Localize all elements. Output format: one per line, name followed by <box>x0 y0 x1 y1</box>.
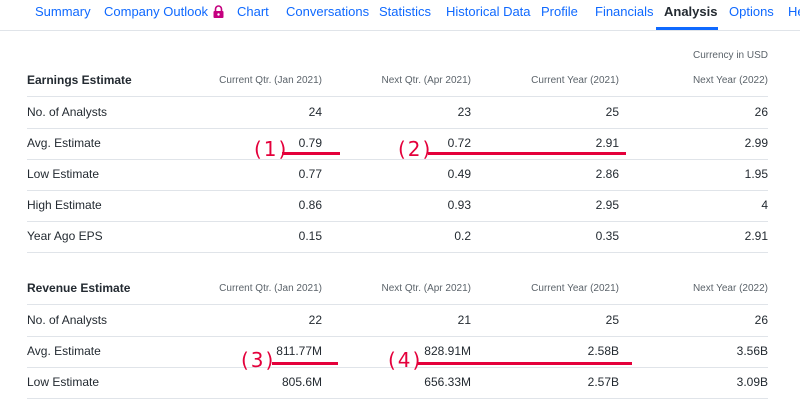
column-header: Current Year (2021) <box>531 75 619 86</box>
table-cell: 0.2 <box>454 229 471 243</box>
table-cell: 828.91M <box>424 344 471 358</box>
tab-chart[interactable]: Chart <box>237 4 269 19</box>
table-row: Year Ago EPS 0.15 0.2 0.35 2.91 <box>27 221 768 253</box>
table-cell: 3.09B <box>736 375 768 389</box>
column-header: Current Qtr. (Jan 2021) <box>219 283 322 294</box>
table-cell: 0.93 <box>447 198 471 212</box>
annotation-label-1: (1) <box>254 137 289 161</box>
annotation-underline-2 <box>428 152 626 155</box>
tab-financials[interactable]: Financials <box>595 4 654 19</box>
earnings-header-row: Earnings Estimate Current Qtr. (Jan 2021… <box>27 65 768 97</box>
revenue-header-row: Revenue Estimate Current Qtr. (Jan 2021)… <box>27 273 768 305</box>
tab-historical-data[interactable]: Historical Data <box>446 4 531 19</box>
table-cell: 656.33M <box>424 375 471 389</box>
table-cell: 21 <box>457 313 471 327</box>
row-label: No. of Analysts <box>27 105 108 119</box>
lock-icon <box>213 5 224 18</box>
table-row: Avg. Estimate 811.77M 828.91M 2.58B 3.56… <box>27 336 768 368</box>
table-row: Avg. Estimate 0.79 0.72 2.91 2.99 <box>27 128 768 160</box>
annotation-underline-4 <box>418 362 632 365</box>
tab-conversations[interactable]: Conversations <box>286 4 370 19</box>
column-header: Next Year (2022) <box>692 75 768 86</box>
column-header: Next Qtr. (Apr 2021) <box>381 283 471 294</box>
row-label: Avg. Estimate <box>27 136 101 150</box>
table-cell: 25 <box>605 313 619 327</box>
table-cell: 26 <box>754 313 768 327</box>
annotation-label-4: (4) <box>388 348 423 372</box>
currency-note: Currency in USD <box>692 50 768 61</box>
tab-options[interactable]: Options <box>729 4 774 19</box>
table-cell: 2.91 <box>595 136 619 150</box>
table-cell: 25 <box>605 105 619 119</box>
column-header: Current Year (2021) <box>531 283 619 294</box>
table-cell: 26 <box>754 105 768 119</box>
column-header: Next Qtr. (Apr 2021) <box>381 75 471 86</box>
revenue-table-title: Revenue Estimate <box>27 281 131 295</box>
table-cell: 805.6M <box>281 375 322 389</box>
row-label: High Estimate <box>27 198 102 212</box>
table-cell: 3.56B <box>736 344 768 358</box>
table-cell: 2.86 <box>595 167 619 181</box>
row-label: No. of Analysts <box>27 313 108 327</box>
tab-analysis[interactable]: Analysis <box>664 4 718 19</box>
table-cell: 2.99 <box>744 136 768 150</box>
table-cell: 2.57B <box>587 375 619 389</box>
row-label: Avg. Estimate <box>27 344 101 358</box>
annotation-underline-1 <box>282 152 340 155</box>
table-cell: 0.49 <box>447 167 471 181</box>
table-cell: 23 <box>457 105 471 119</box>
tab-company-outlook[interactable]: Company Outlook <box>104 4 224 19</box>
annotation-label-2: (2) <box>398 137 433 161</box>
table-cell: 2.58B <box>587 344 619 358</box>
active-tab-indicator <box>656 27 718 30</box>
table-cell: 4 <box>761 198 768 212</box>
row-label: Low Estimate <box>27 167 100 181</box>
annotation-underline-3 <box>272 362 338 365</box>
tab-company-outlook-label: Company Outlook <box>104 4 209 19</box>
table-cell: 811.77M <box>276 344 322 358</box>
table-cell: 1.95 <box>744 167 768 181</box>
table-cell: 2.91 <box>744 229 768 243</box>
tab-profile[interactable]: Profile <box>541 4 578 19</box>
table-cell: 24 <box>308 105 322 119</box>
tab-summary[interactable]: Summary <box>35 4 91 19</box>
column-header: Next Year (2022) <box>692 283 768 294</box>
table-cell: 22 <box>308 313 322 327</box>
table-cell: 2.95 <box>595 198 619 212</box>
earnings-table-title: Earnings Estimate <box>27 73 132 87</box>
table-cell: 0.35 <box>595 229 619 243</box>
row-label: Year Ago EPS <box>27 229 103 243</box>
table-row: No. of Analysts 24 23 25 26 <box>27 97 768 129</box>
tab-statistics[interactable]: Statistics <box>379 4 432 19</box>
table-row: No. of Analysts 22 21 25 26 <box>27 305 768 337</box>
table-cell: 0.15 <box>298 229 322 243</box>
table-row: High Estimate 0.86 0.93 2.95 4 <box>27 190 768 222</box>
column-header: Current Qtr. (Jan 2021) <box>219 75 322 86</box>
quote-nav-tabs: Summary Company Outlook Chart Conversati… <box>0 0 800 31</box>
table-cell: 0.77 <box>298 167 322 181</box>
annotation-label-3: (3) <box>241 348 276 372</box>
table-cell: 0.86 <box>298 198 322 212</box>
tab-holders-truncated[interactable]: He <box>788 4 800 19</box>
table-cell: 0.79 <box>298 136 322 150</box>
table-row: Low Estimate 0.77 0.49 2.86 1.95 <box>27 159 768 191</box>
table-row: Low Estimate 805.6M 656.33M 2.57B 3.09B <box>27 367 768 399</box>
row-label: Low Estimate <box>27 375 100 389</box>
table-cell: 0.72 <box>447 136 471 150</box>
